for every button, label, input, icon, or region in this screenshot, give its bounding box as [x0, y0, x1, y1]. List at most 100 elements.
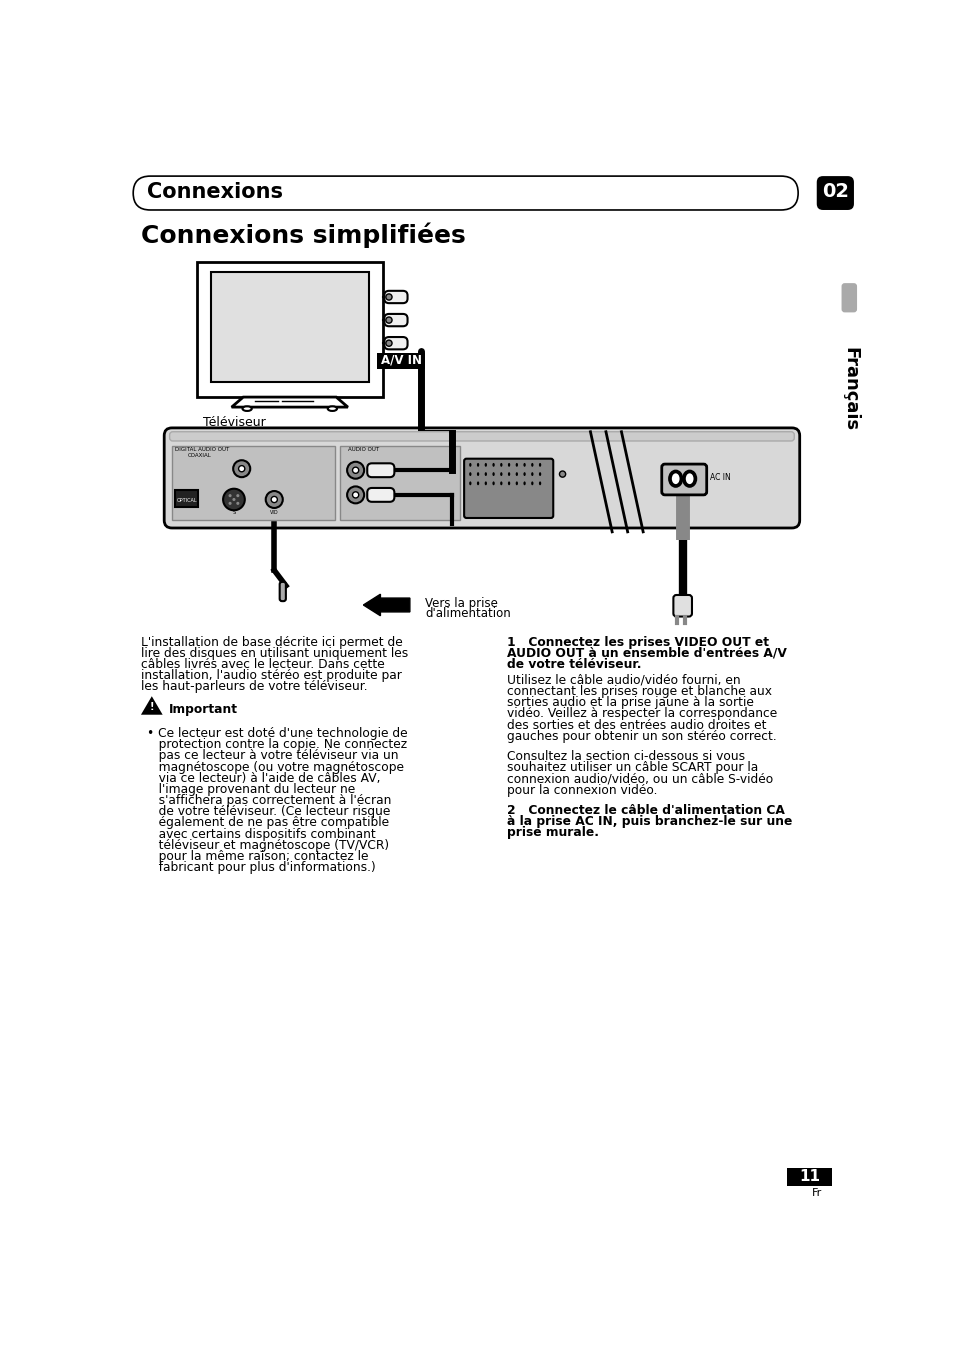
FancyBboxPatch shape	[464, 458, 553, 518]
Ellipse shape	[499, 472, 502, 476]
Text: connexion audio/vidéo, ou un câble S-vidéo: connexion audio/vidéo, ou un câble S-vid…	[506, 772, 772, 786]
FancyBboxPatch shape	[172, 446, 335, 519]
Ellipse shape	[523, 481, 525, 485]
FancyBboxPatch shape	[673, 595, 691, 617]
Ellipse shape	[266, 491, 282, 508]
Text: 02: 02	[821, 183, 848, 201]
Text: 11: 11	[799, 1169, 820, 1184]
Ellipse shape	[507, 472, 510, 476]
Polygon shape	[232, 397, 348, 407]
Ellipse shape	[531, 472, 533, 476]
Text: via ce lecteur) à l'aide de câbles AV,: via ce lecteur) à l'aide de câbles AV,	[147, 772, 380, 784]
Ellipse shape	[516, 472, 517, 476]
FancyBboxPatch shape	[786, 1168, 831, 1186]
Text: sorties audio et la prise jaune à la sortie: sorties audio et la prise jaune à la sor…	[506, 696, 753, 710]
Text: Téléviseur: Téléviseur	[203, 416, 266, 430]
FancyBboxPatch shape	[377, 353, 425, 369]
Ellipse shape	[476, 472, 478, 476]
Text: Important: Important	[169, 703, 237, 715]
FancyBboxPatch shape	[661, 464, 706, 495]
Text: Connexions: Connexions	[147, 181, 283, 201]
Ellipse shape	[669, 470, 681, 487]
Ellipse shape	[507, 481, 510, 485]
FancyBboxPatch shape	[211, 272, 369, 381]
Text: magnétoscope (ou votre magnétoscope: magnétoscope (ou votre magnétoscope	[147, 761, 404, 773]
Text: COAXIAL: COAXIAL	[187, 453, 211, 458]
Text: avec certains dispositifs combinant: avec certains dispositifs combinant	[147, 827, 375, 841]
Text: s'affichera pas correctement à l'écran: s'affichera pas correctement à l'écran	[147, 794, 391, 807]
Ellipse shape	[469, 481, 471, 485]
Ellipse shape	[531, 462, 533, 466]
FancyBboxPatch shape	[384, 314, 407, 326]
Ellipse shape	[685, 473, 693, 484]
FancyBboxPatch shape	[133, 176, 798, 210]
Text: connectant les prises rouge et blanche aux: connectant les prises rouge et blanche a…	[506, 685, 771, 698]
FancyArrow shape	[363, 595, 410, 615]
Ellipse shape	[531, 481, 533, 485]
Ellipse shape	[538, 462, 540, 466]
Ellipse shape	[385, 316, 392, 323]
Text: l'image provenant du lecteur ne: l'image provenant du lecteur ne	[147, 783, 355, 796]
Text: VID: VID	[270, 510, 278, 515]
Text: de votre téléviseur.: de votre téléviseur.	[506, 658, 640, 671]
Ellipse shape	[538, 472, 540, 476]
Ellipse shape	[229, 493, 232, 498]
Text: câbles livrés avec le lecteur. Dans cette: câbles livrés avec le lecteur. Dans cett…	[141, 658, 384, 671]
Text: vidéo. Veillez à respecter la correspondance: vidéo. Veillez à respecter la correspond…	[506, 707, 776, 721]
Ellipse shape	[233, 498, 235, 502]
Ellipse shape	[507, 462, 510, 466]
Ellipse shape	[353, 468, 358, 473]
Text: fabricant pour plus d'informations.): fabricant pour plus d'informations.)	[147, 861, 375, 873]
Ellipse shape	[484, 481, 486, 485]
FancyBboxPatch shape	[196, 262, 382, 397]
Text: Vers la prise: Vers la prise	[425, 598, 497, 610]
FancyBboxPatch shape	[367, 464, 394, 477]
Ellipse shape	[469, 462, 471, 466]
FancyBboxPatch shape	[279, 581, 286, 602]
Text: téléviseur et magnétoscope (TV/VCR): téléviseur et magnétoscope (TV/VCR)	[147, 838, 389, 852]
Text: OPTICAL: OPTICAL	[176, 498, 196, 503]
Text: Français: Français	[841, 347, 858, 431]
Ellipse shape	[233, 460, 250, 477]
Ellipse shape	[385, 293, 392, 300]
Text: Connexions simplifiées: Connexions simplifiées	[141, 222, 465, 247]
Ellipse shape	[223, 488, 245, 510]
FancyBboxPatch shape	[384, 291, 407, 303]
Ellipse shape	[499, 481, 502, 485]
Ellipse shape	[492, 462, 495, 466]
Ellipse shape	[499, 462, 502, 466]
Text: L'installation de base décrite ici permet de: L'installation de base décrite ici perme…	[141, 635, 402, 649]
Text: AC IN: AC IN	[709, 473, 730, 483]
Text: Consultez la section ci-dessous si vous: Consultez la section ci-dessous si vous	[506, 750, 744, 763]
Text: de votre téléviseur. (Ce lecteur risque: de votre téléviseur. (Ce lecteur risque	[147, 806, 390, 818]
Text: pour la même raison; contactez le: pour la même raison; contactez le	[147, 850, 368, 863]
FancyBboxPatch shape	[841, 283, 856, 312]
Ellipse shape	[484, 472, 486, 476]
Ellipse shape	[516, 462, 517, 466]
Text: également de ne pas être compatible: également de ne pas être compatible	[147, 817, 389, 829]
Text: les haut-parleurs de votre téléviseur.: les haut-parleurs de votre téléviseur.	[141, 680, 367, 694]
Ellipse shape	[353, 492, 358, 498]
Ellipse shape	[523, 462, 525, 466]
Ellipse shape	[484, 462, 486, 466]
Text: 1   Connectez les prises VIDEO OUT et: 1 Connectez les prises VIDEO OUT et	[506, 635, 768, 649]
Ellipse shape	[671, 473, 679, 484]
Text: AUDIO OUT: AUDIO OUT	[348, 448, 378, 452]
Text: Utilisez le câble audio/vidéo fourni, en: Utilisez le câble audio/vidéo fourni, en	[506, 673, 740, 687]
Text: AUDIO OUT à un ensemble d'entrées A/V: AUDIO OUT à un ensemble d'entrées A/V	[506, 648, 786, 660]
Ellipse shape	[242, 407, 252, 411]
Text: Fr: Fr	[811, 1188, 821, 1198]
Text: 2   Connectez le câble d'alimentation CA: 2 Connectez le câble d'alimentation CA	[506, 804, 783, 817]
FancyBboxPatch shape	[170, 431, 794, 441]
FancyBboxPatch shape	[384, 337, 407, 349]
Text: des sorties et des entrées audio droites et: des sorties et des entrées audio droites…	[506, 718, 765, 731]
Text: installation, l'audio stéréo est produite par: installation, l'audio stéréo est produit…	[141, 669, 401, 683]
Ellipse shape	[492, 481, 495, 485]
Text: prise murale.: prise murale.	[506, 826, 598, 840]
FancyBboxPatch shape	[340, 446, 459, 519]
Ellipse shape	[538, 481, 540, 485]
Ellipse shape	[271, 496, 277, 503]
Ellipse shape	[558, 470, 565, 477]
Ellipse shape	[347, 462, 364, 479]
Ellipse shape	[682, 470, 695, 487]
